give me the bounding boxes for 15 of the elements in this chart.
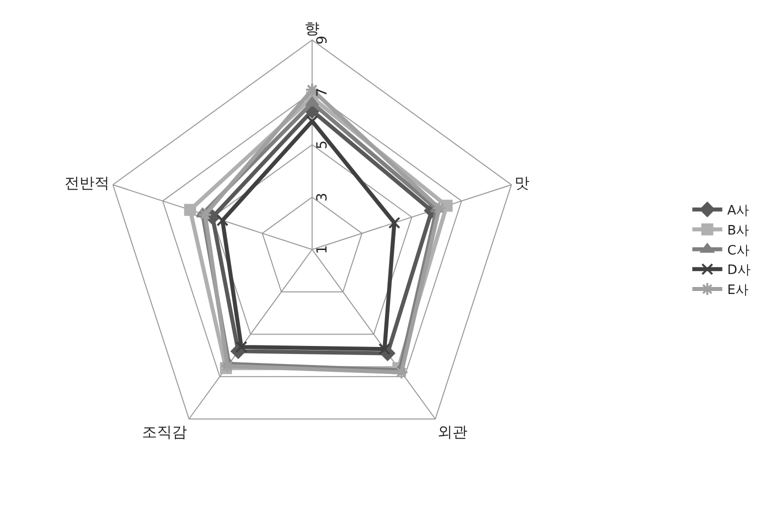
y-tick-label: 1 [314,245,331,254]
spoke-label: 향 [304,20,320,38]
y-tick-label: 3 [314,192,331,202]
legend-label: A사 [727,204,750,219]
legend-label: E사 [727,283,749,298]
y-tick-label: 5 [314,140,331,150]
y-tick-label: 9 [314,36,331,44]
spoke-label: 외관 [437,423,468,442]
legend-label: D사 [727,263,750,278]
legend-label: B사 [727,223,750,238]
y-tick-label: 7 [314,88,331,97]
spoke-label: 조직감 [142,423,187,442]
spoke-label: 전반적 [64,174,110,192]
spoke-label: 맛 [514,174,530,192]
legend-label: C사 [727,243,750,258]
